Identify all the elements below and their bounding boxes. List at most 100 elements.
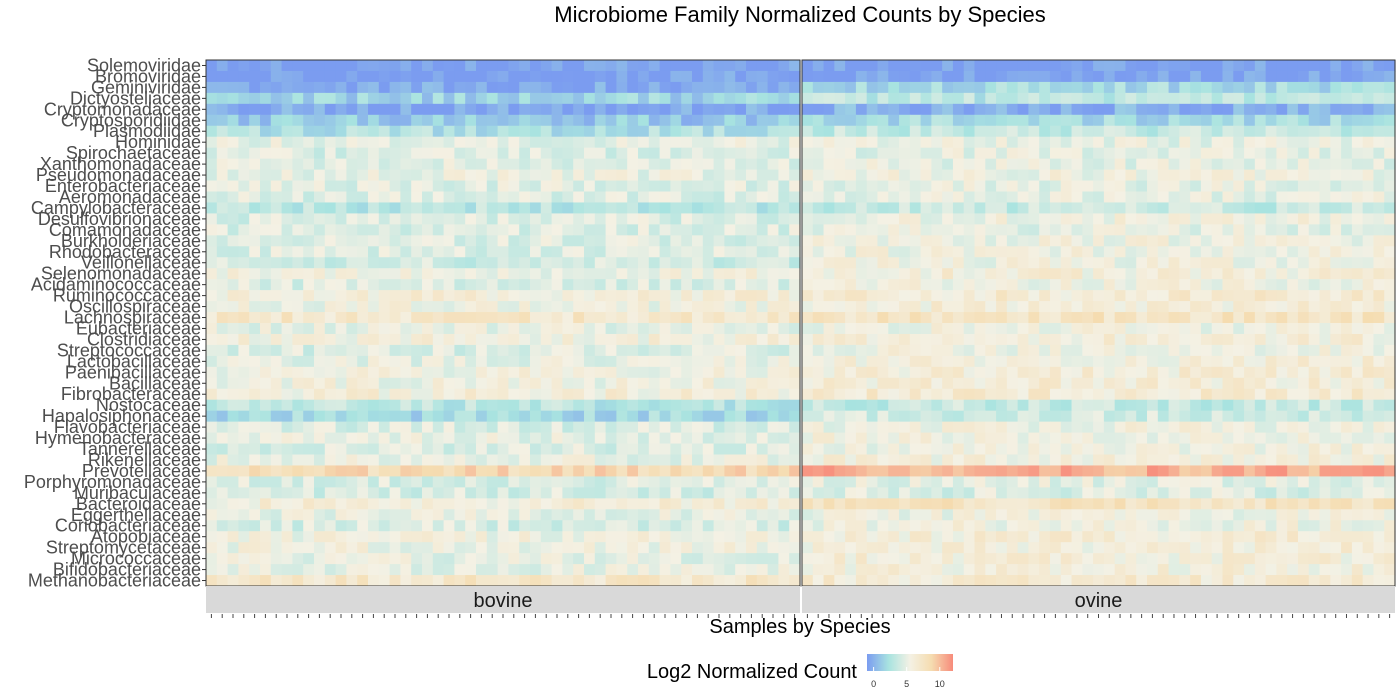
heatmap-cell xyxy=(702,114,715,127)
heatmap-cell xyxy=(368,224,380,236)
heatmap-cell xyxy=(1147,60,1159,72)
family-label: Lachnospiraceae xyxy=(64,308,201,328)
heatmap-cell xyxy=(281,520,293,532)
heatmap-cell xyxy=(1136,180,1148,193)
heatmap-cell xyxy=(378,60,391,72)
heatmap-cell xyxy=(324,531,337,543)
heatmap-cell xyxy=(432,520,445,532)
heatmap-cell xyxy=(735,498,747,510)
heatmap-cell xyxy=(411,575,423,587)
heatmap-cell xyxy=(952,246,965,258)
heatmap-cell xyxy=(1082,355,1094,368)
heatmap-cell xyxy=(963,114,976,127)
heatmap-cell xyxy=(411,279,423,291)
heatmap-cell xyxy=(899,202,911,215)
heatmap-cell xyxy=(1114,333,1127,346)
heatmap-cell xyxy=(920,158,932,171)
heatmap-cell xyxy=(422,246,434,258)
family-label: Muribaculaceae xyxy=(74,483,201,503)
heatmap-cell xyxy=(692,312,704,324)
heatmap-cell xyxy=(702,432,715,445)
heatmap-cell xyxy=(888,344,900,357)
heatmap-cell xyxy=(465,421,477,434)
heatmap-cell xyxy=(335,476,347,488)
heatmap-cell xyxy=(1168,213,1180,225)
heatmap-cell xyxy=(789,103,801,116)
heatmap-cell xyxy=(985,344,997,357)
heatmap-cell xyxy=(1125,70,1137,83)
heatmap-cell xyxy=(767,279,779,291)
heatmap-cell xyxy=(1017,388,1030,401)
heatmap-cell xyxy=(888,92,900,105)
heatmap-cell xyxy=(1233,366,1245,379)
heatmap-cell xyxy=(724,355,736,368)
heatmap-cell xyxy=(281,103,293,116)
heatmap-cell xyxy=(540,279,553,291)
heatmap-cell xyxy=(1114,60,1127,72)
heatmap-cell xyxy=(400,169,412,182)
heatmap-cell xyxy=(812,410,825,423)
heatmap-cell xyxy=(692,520,704,532)
heatmap-cell xyxy=(1200,290,1213,302)
heatmap-cell xyxy=(281,323,293,335)
heatmap-cell xyxy=(1028,81,1040,94)
heatmap-cell xyxy=(1341,257,1353,269)
heatmap-cell xyxy=(605,125,617,138)
heatmap-cell xyxy=(238,421,250,434)
heatmap-cell xyxy=(746,520,758,532)
heatmap-cell xyxy=(368,465,380,478)
heatmap-cell xyxy=(920,443,932,456)
heatmap-cell xyxy=(1157,410,1170,423)
heatmap-cell xyxy=(746,92,758,105)
heatmap-cell xyxy=(314,465,326,478)
heatmap-cell xyxy=(389,279,401,291)
heatmap-cell xyxy=(638,224,650,236)
heatmap-cell xyxy=(497,224,509,236)
heatmap-cell xyxy=(249,257,261,269)
heatmap-cell xyxy=(767,542,779,554)
heatmap-cell xyxy=(270,213,283,225)
heatmap-cell xyxy=(422,224,434,236)
heatmap-cell xyxy=(1017,147,1030,160)
heatmap-cell xyxy=(281,147,293,160)
heatmap-cell xyxy=(692,268,704,280)
heatmap-cell xyxy=(724,377,736,390)
heatmap-cell xyxy=(530,542,542,554)
heatmap-cell xyxy=(443,114,455,127)
heatmap-cell xyxy=(942,268,954,280)
heatmap-cell xyxy=(292,92,304,105)
heatmap-cell xyxy=(899,257,911,269)
heatmap-cell xyxy=(899,366,911,379)
heatmap-cell xyxy=(1373,81,1385,94)
heatmap-cell xyxy=(1330,344,1342,357)
heatmap-cell xyxy=(540,125,553,138)
heatmap-cell xyxy=(866,410,879,423)
heatmap-cell xyxy=(1103,70,1116,83)
heatmap-cell xyxy=(877,454,889,467)
heatmap-cell xyxy=(346,333,358,346)
heatmap-cell xyxy=(454,509,466,521)
heatmap-cell xyxy=(346,344,358,357)
heatmap-cell xyxy=(519,191,531,204)
heatmap-cell xyxy=(1297,60,1310,72)
heatmap-cell xyxy=(1276,213,1288,225)
heatmap-cell xyxy=(855,257,868,269)
heatmap-cell xyxy=(206,432,218,445)
heatmap-cell xyxy=(1200,257,1213,269)
heatmap-cell xyxy=(540,575,553,587)
heatmap-cell xyxy=(486,235,499,247)
heatmap-cell xyxy=(692,333,704,346)
heatmap-cell xyxy=(724,344,736,357)
heatmap-cell xyxy=(996,70,1008,83)
heatmap-cell xyxy=(1190,290,1202,302)
heatmap-cell xyxy=(888,136,900,149)
heatmap-cell xyxy=(260,92,272,105)
heatmap-cell xyxy=(823,246,835,258)
heatmap-cell xyxy=(681,290,693,302)
heatmap-cell xyxy=(1330,432,1342,445)
heatmap-cell xyxy=(767,432,779,445)
heatmap-cell xyxy=(1287,279,1299,291)
heatmap-cell xyxy=(952,191,965,204)
heatmap-cell xyxy=(594,191,607,204)
heatmap-cell xyxy=(605,180,617,193)
